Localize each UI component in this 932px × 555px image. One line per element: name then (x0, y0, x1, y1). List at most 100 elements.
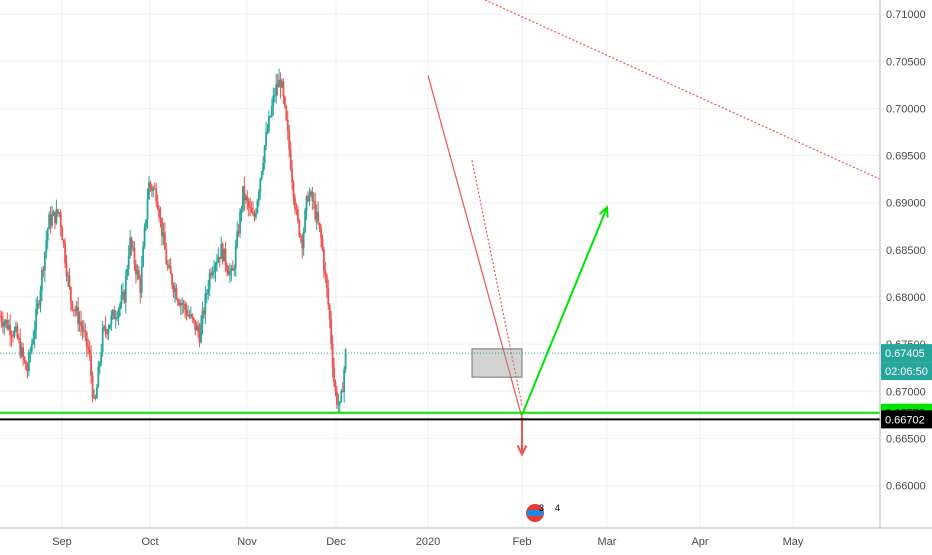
candle-body (243, 186, 246, 201)
candle-body (45, 240, 48, 253)
candle-body (344, 349, 347, 370)
y-tick-label: 0.70500 (886, 56, 926, 68)
candle-body (152, 188, 155, 191)
candle-body (229, 271, 231, 276)
candle-body (259, 178, 262, 193)
candle-body (336, 391, 338, 405)
candle-body (286, 119, 289, 131)
candle-body (260, 171, 263, 179)
candle-body (163, 232, 166, 250)
candle-body (23, 357, 26, 362)
candle-body (246, 196, 249, 202)
y-tick-label: 0.69500 (886, 151, 926, 163)
candle-body (341, 390, 344, 393)
candle-body (272, 95, 275, 106)
candle-body (200, 323, 202, 343)
candle-body (129, 237, 132, 256)
candle-body (120, 295, 123, 305)
candle-body (94, 396, 97, 399)
candle-body (208, 272, 211, 289)
candle-body (207, 288, 210, 294)
candle-body (214, 264, 217, 272)
x-tick-label: Feb (513, 536, 532, 548)
candle-body (224, 248, 227, 266)
candle-body (262, 162, 265, 172)
candle-body (7, 324, 10, 329)
y-tick-label: 0.66500 (886, 433, 926, 445)
candle-body (233, 268, 236, 271)
candle-body (205, 293, 208, 295)
candle-body (148, 182, 150, 200)
candle-body (41, 269, 43, 291)
candle-body (145, 219, 147, 228)
candle-body (72, 309, 75, 311)
y-tick-label: 0.69000 (886, 198, 926, 210)
candle-body (294, 197, 296, 210)
candle-body (87, 346, 90, 350)
candle-body (218, 256, 221, 259)
candle-body (46, 229, 49, 241)
candle-body (69, 287, 72, 302)
candle-body (231, 268, 234, 271)
trendline (484, 0, 881, 180)
candle-body (182, 303, 185, 305)
candle-body (43, 252, 46, 271)
candle-body (110, 315, 113, 325)
candle-body (103, 326, 106, 328)
candle-body (9, 324, 12, 336)
y-tick-label: 0.67000 (886, 386, 926, 398)
candle-body (283, 96, 286, 107)
candle-body (59, 212, 62, 228)
candle-body (114, 318, 117, 320)
x-tick-label: 2020 (416, 536, 440, 548)
candle-body (178, 302, 181, 306)
candle-body (288, 130, 291, 150)
candle-body (270, 105, 273, 117)
candle-body (25, 361, 27, 370)
candle-body (314, 200, 317, 220)
candle-body (252, 212, 254, 215)
candle-body (127, 255, 130, 269)
candle-body (175, 287, 178, 300)
candle-body (142, 246, 145, 267)
candle-body (162, 232, 165, 237)
candle-body (42, 269, 45, 271)
x-tick-label: Dec (326, 536, 346, 548)
candle-body (195, 325, 198, 331)
candle-body (230, 268, 233, 272)
candle-body (194, 319, 197, 331)
candle-body (111, 310, 114, 316)
candle-body (337, 404, 340, 406)
candle-body (15, 326, 17, 330)
candle-body (78, 321, 81, 325)
candle-body (343, 369, 346, 393)
candles (0, 68, 347, 414)
candle-body (338, 401, 341, 405)
arrow-head (598, 205, 609, 218)
candle-body (77, 306, 79, 325)
candle-body (305, 196, 308, 211)
flag-badge-icon[interactable]: 3 4 (526, 503, 560, 522)
candle-body (298, 220, 301, 237)
candle-body (174, 287, 176, 293)
candle-body (19, 339, 22, 356)
candle-body (65, 263, 68, 277)
x-tick-label: May (783, 536, 804, 548)
trendline (471, 160, 523, 406)
candle-body (247, 201, 250, 208)
candle-body (13, 329, 16, 337)
annotations (0, 0, 881, 457)
support-tag (881, 410, 932, 429)
candle-body (307, 196, 309, 201)
candle-body (113, 310, 116, 320)
candle-body (172, 285, 175, 293)
zone-box (471, 348, 523, 378)
candle-body (317, 211, 320, 223)
candle-body (159, 217, 162, 219)
candle-body (240, 209, 243, 212)
candle-body (312, 200, 315, 202)
candle-body (39, 290, 42, 305)
candle-body (275, 83, 278, 96)
candle-body (146, 199, 149, 220)
